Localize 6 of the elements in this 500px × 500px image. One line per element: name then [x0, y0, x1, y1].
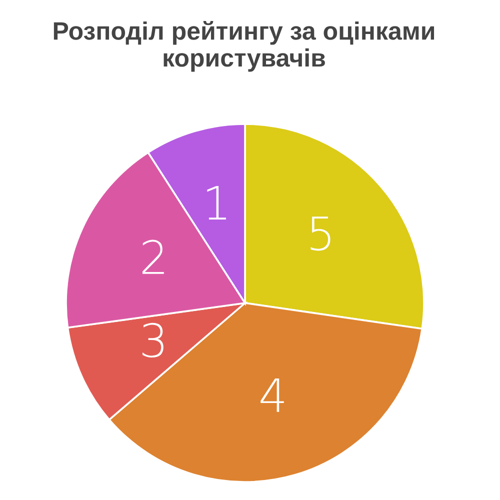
chart-title: Розподіл рейтингу за оцінками користувачів [54, 21, 434, 72]
slice-label: 1 [207, 186, 226, 220]
slice-label: 3 [142, 322, 164, 358]
slice-label: 4 [260, 378, 284, 412]
slice-label: 2 [142, 240, 164, 274]
slice-label: 5 [310, 216, 330, 251]
